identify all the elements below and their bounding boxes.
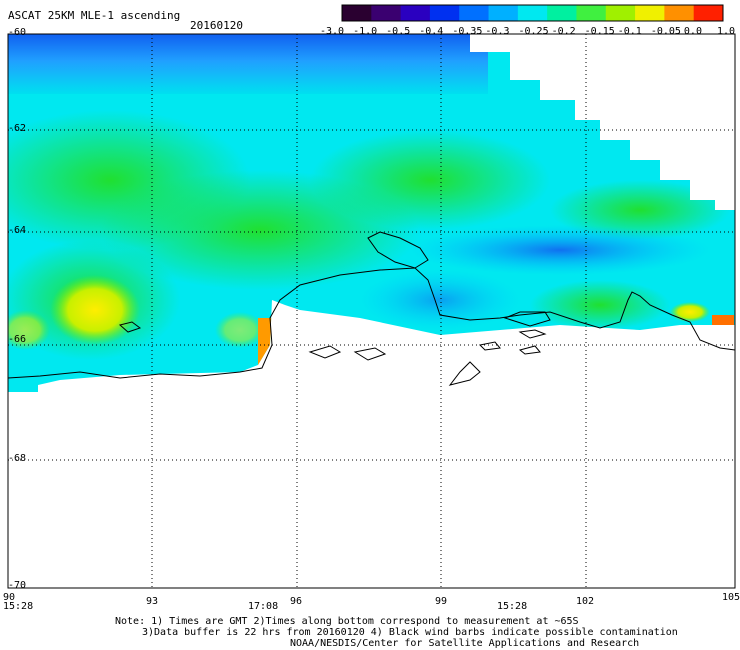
map-frame <box>7 33 736 589</box>
lon-label: 102 <box>576 596 595 607</box>
colorbar-swatch <box>400 5 431 21</box>
time-label: 17:08 <box>248 601 279 612</box>
colorbar-swatch <box>459 5 490 21</box>
graticule <box>8 34 735 588</box>
colorbar-swatch <box>664 5 695 21</box>
map-title: ASCAT 25KM MLE-1 ascending <box>8 9 181 22</box>
colorbar-tick-label: -0.3 <box>485 26 510 37</box>
colorbar-swatch <box>488 5 519 21</box>
lat-label: -60 <box>8 27 27 38</box>
lon-label: 105 <box>722 592 740 603</box>
map-date: 20160120 <box>190 19 243 32</box>
colorbar-tick-label: -0.35 <box>452 26 483 37</box>
coastline <box>7 231 736 386</box>
lat-label: -70 <box>8 580 27 591</box>
colorbar-tick-label: 1.0 <box>717 26 736 37</box>
colorbar-tick-label: -0.2 <box>551 26 576 37</box>
colorbar-tick-label: -3.0 <box>320 26 345 37</box>
note-line-1: Note: 1) Times are GMT 2)Times along bot… <box>115 616 579 627</box>
colorbar-swatch <box>635 5 665 21</box>
colorbar-swatch <box>693 5 724 21</box>
colorbar-swatch <box>429 5 460 21</box>
colorbar-tick-label: -0.05 <box>650 26 681 37</box>
colorbar-frame <box>341 4 724 22</box>
colorbar-tick-label: -0.15 <box>584 26 615 37</box>
time-label: 15:28 <box>3 601 34 612</box>
lon-label: 99 <box>435 596 448 607</box>
colorbar-tick-label: -0.5 <box>386 26 411 37</box>
lat-label: -62 <box>8 123 27 134</box>
colorbar-swatch <box>517 5 548 21</box>
lon-label: 93 <box>146 596 159 607</box>
time-label: 15:28 <box>497 601 528 612</box>
colorbar-tick-label: 0.0 <box>683 26 702 37</box>
colorbar-swatch <box>547 5 577 21</box>
lon-label: 90 <box>3 592 16 603</box>
lat-label: -66 <box>8 334 27 345</box>
note-line-3: NOAA/NESDIS/Center for Satellite Applica… <box>290 638 640 649</box>
colorbar <box>341 4 724 22</box>
wind-data-field <box>8 34 735 392</box>
colorbar-tick-label: -1.0 <box>353 26 378 37</box>
colorbar-swatch <box>342 5 372 21</box>
lat-label: -64 <box>8 225 27 236</box>
colorbar-swatch <box>605 5 636 21</box>
lon-label: 96 <box>290 596 303 607</box>
colorbar-swatch <box>371 5 402 21</box>
colorbar-tick-label: -0.4 <box>419 26 444 37</box>
colorbar-swatch <box>576 5 607 21</box>
note-line-2: 3)Data buffer is 22 hrs from 20160120 4)… <box>142 627 678 638</box>
colorbar-tick-label: -0.25 <box>518 26 549 37</box>
lat-label: -68 <box>8 453 27 464</box>
colorbar-tick-label: -0.1 <box>617 26 642 37</box>
